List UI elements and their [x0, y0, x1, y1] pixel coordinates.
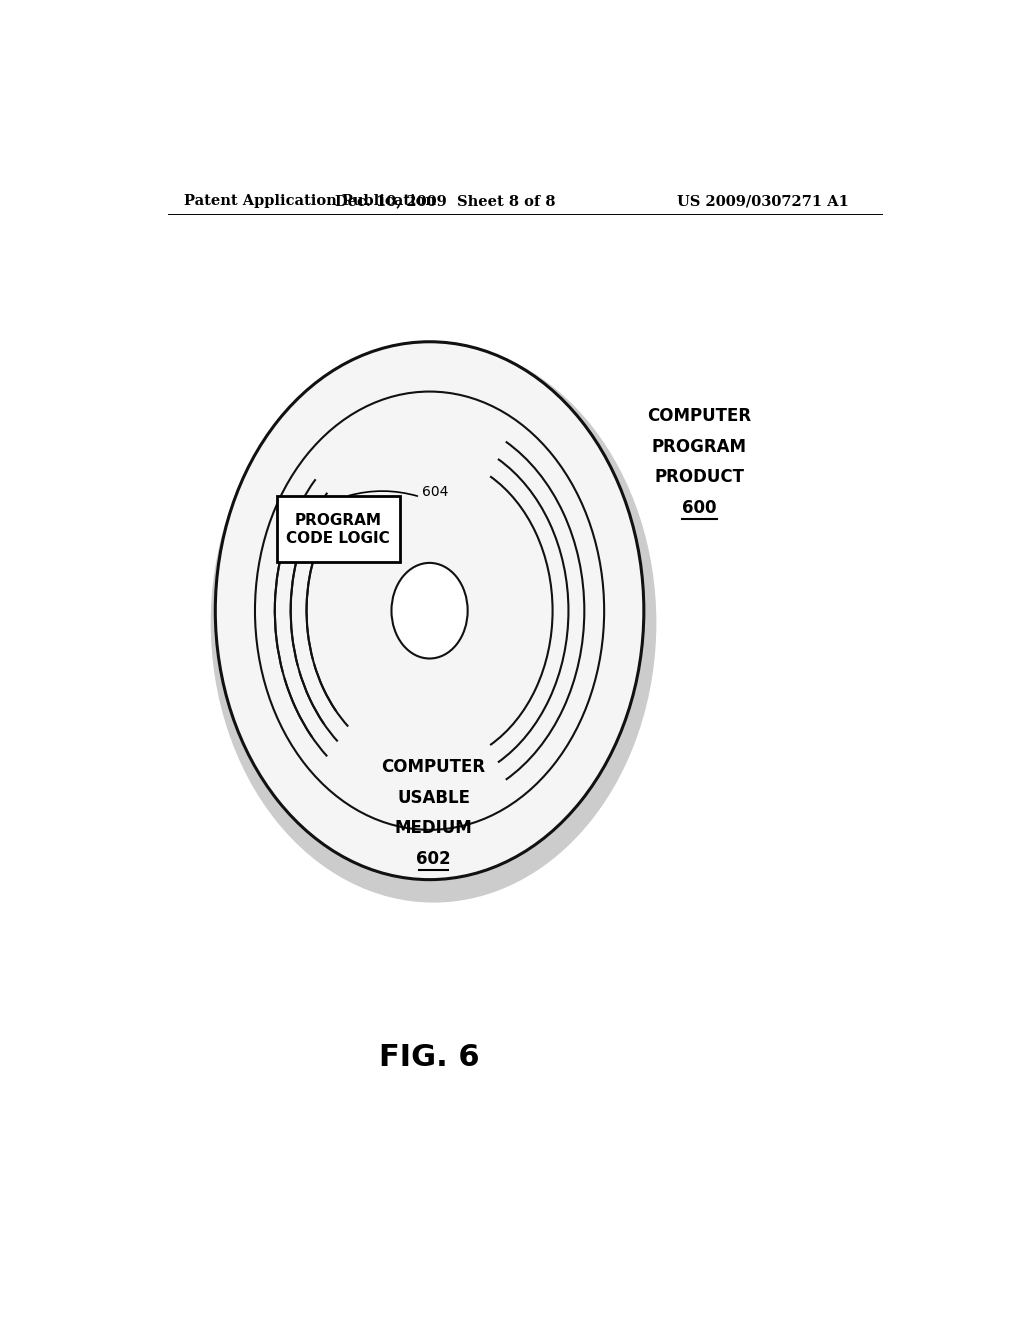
Ellipse shape: [215, 342, 644, 879]
Text: FIG. 6: FIG. 6: [379, 1043, 480, 1072]
Text: Dec. 10, 2009  Sheet 8 of 8: Dec. 10, 2009 Sheet 8 of 8: [335, 194, 556, 209]
Text: Patent Application Publication: Patent Application Publication: [183, 194, 435, 209]
Ellipse shape: [391, 562, 468, 659]
Text: USABLE: USABLE: [397, 788, 470, 807]
Text: US 2009/0307271 A1: US 2009/0307271 A1: [677, 194, 849, 209]
Text: MEDIUM: MEDIUM: [394, 818, 472, 837]
Text: 600: 600: [682, 499, 717, 517]
Ellipse shape: [211, 343, 656, 903]
Text: COMPUTER: COMPUTER: [382, 758, 485, 776]
Text: 604: 604: [422, 484, 449, 499]
Text: 602: 602: [416, 850, 451, 867]
Text: PRODUCT: PRODUCT: [654, 469, 744, 486]
Text: PROGRAM: PROGRAM: [652, 438, 746, 455]
FancyBboxPatch shape: [276, 496, 399, 562]
Text: PROGRAM
CODE LOGIC: PROGRAM CODE LOGIC: [287, 513, 390, 545]
Text: COMPUTER: COMPUTER: [647, 408, 752, 425]
